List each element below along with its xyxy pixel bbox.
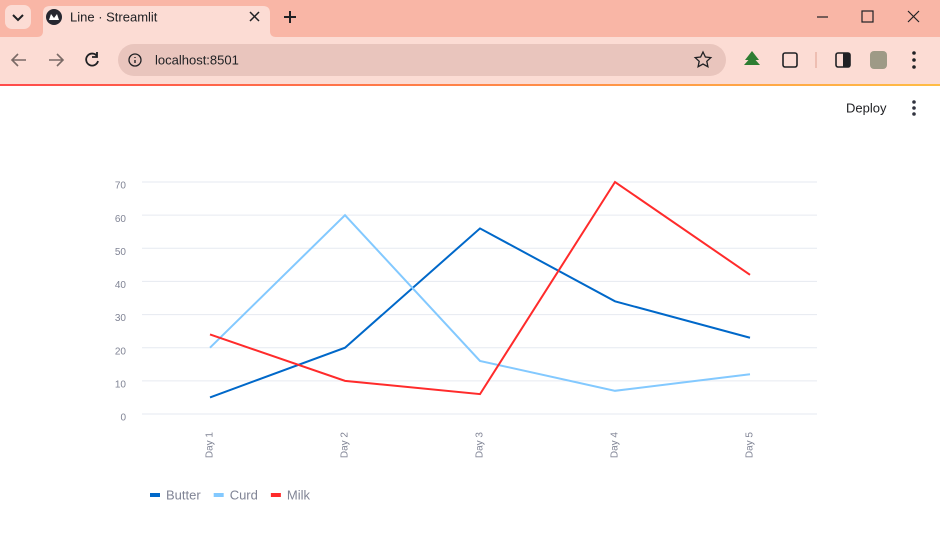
legend-label: Milk [287, 487, 311, 502]
y-tick-label: 40 [115, 280, 127, 291]
page-top-bar [0, 84, 940, 86]
extension-icon[interactable] [744, 51, 760, 65]
back-button[interactable] [10, 53, 26, 67]
url: localhost:8501 [155, 52, 239, 67]
profile-avatar[interactable] [870, 51, 887, 69]
tab-title: Line · Streamlit [70, 9, 158, 24]
legend-swatch [150, 493, 160, 497]
y-tick-label: 50 [115, 247, 127, 258]
deploy-button[interactable]: Deploy [846, 100, 887, 115]
address-bar[interactable] [118, 44, 726, 76]
y-tick-label: 60 [115, 214, 127, 225]
reload-button[interactable] [85, 52, 99, 67]
legend-swatch [270, 493, 281, 497]
series-line [209, 213, 751, 392]
y-tick-label: 20 [115, 346, 127, 357]
tab-close[interactable] [249, 11, 260, 22]
bookmark-star[interactable] [693, 50, 713, 68]
legend-label: Butter [166, 487, 201, 502]
new-tab[interactable] [284, 11, 296, 23]
close-window[interactable] [907, 10, 920, 23]
forward-button[interactable] [49, 53, 65, 67]
x-tick-label: Day 1 [205, 432, 216, 459]
series-line [209, 227, 751, 399]
series-line [209, 180, 751, 396]
tab-search-button[interactable] [5, 5, 31, 29]
maximize[interactable] [861, 10, 874, 23]
x-tick-label: Day 3 [475, 432, 486, 459]
active-tab[interactable] [37, 6, 276, 37]
x-tick-label: Day 4 [610, 432, 621, 459]
line-chart: 0 10 20 30 40 50 60 70 Day 1 Day 2 Day 3 Day 4 Day 5… [115, 180, 817, 502]
legend-swatch [213, 493, 224, 497]
y-tick-label: 30 [115, 313, 127, 324]
y-tick-label: 70 [115, 181, 127, 192]
x-tick-label: Day 5 [745, 432, 756, 459]
x-tick-label: Day 2 [340, 432, 351, 459]
y-tick-label: 0 [120, 413, 126, 424]
legend-label: Curd [230, 487, 258, 502]
y-tick-label: 10 [115, 379, 127, 390]
extensions-button[interactable] [782, 52, 798, 68]
